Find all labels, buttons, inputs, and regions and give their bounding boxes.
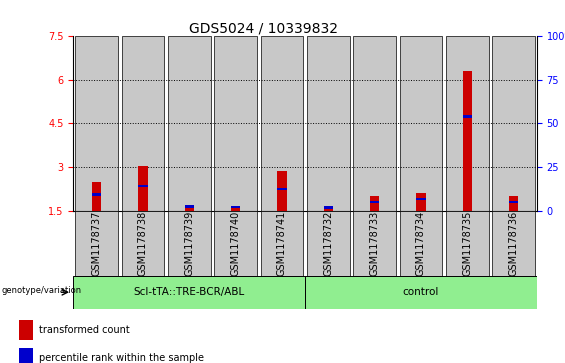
FancyBboxPatch shape	[446, 211, 489, 276]
Text: GSM1178738: GSM1178738	[138, 211, 148, 276]
FancyBboxPatch shape	[399, 211, 442, 276]
Bar	[416, 198, 425, 200]
FancyBboxPatch shape	[260, 211, 303, 276]
Bar	[324, 207, 333, 209]
Bar	[370, 196, 379, 211]
Text: GSM1178736: GSM1178736	[508, 211, 519, 276]
Bar	[463, 71, 472, 211]
Text: Scl-tTA::TRE-BCR/ABL: Scl-tTA::TRE-BCR/ABL	[134, 287, 245, 297]
Text: percentile rank within the sample: percentile rank within the sample	[39, 353, 204, 363]
Bar	[92, 193, 101, 196]
Text: GSM1178737: GSM1178737	[92, 211, 102, 276]
Bar	[277, 171, 286, 211]
Bar	[168, 36, 211, 211]
Text: GSM1178739: GSM1178739	[184, 211, 194, 276]
Bar	[324, 208, 333, 211]
FancyBboxPatch shape	[307, 211, 350, 276]
Bar	[185, 205, 194, 208]
Bar	[492, 36, 535, 211]
Bar	[399, 36, 442, 211]
FancyBboxPatch shape	[492, 211, 535, 276]
Bar	[19, 320, 33, 340]
Bar	[231, 205, 240, 208]
Text: GSM1178733: GSM1178733	[370, 211, 380, 276]
Bar	[214, 36, 257, 211]
Text: genotype/variation: genotype/variation	[2, 286, 81, 295]
Bar	[121, 36, 164, 211]
Bar	[463, 115, 472, 118]
Bar	[185, 206, 194, 211]
Text: GSM1178741: GSM1178741	[277, 211, 287, 276]
Bar	[509, 196, 518, 211]
Bar	[75, 36, 118, 211]
Bar	[446, 36, 489, 211]
Text: GDS5024 / 10339832: GDS5024 / 10339832	[189, 21, 338, 35]
FancyBboxPatch shape	[75, 211, 118, 276]
Text: GSM1178734: GSM1178734	[416, 211, 426, 276]
Bar	[138, 166, 147, 211]
Text: GSM1178735: GSM1178735	[462, 211, 472, 276]
FancyBboxPatch shape	[214, 211, 257, 276]
Bar	[260, 36, 303, 211]
Bar	[92, 182, 101, 211]
Bar	[370, 201, 379, 203]
Text: transformed count: transformed count	[39, 325, 130, 335]
FancyBboxPatch shape	[73, 276, 305, 309]
Text: GSM1178732: GSM1178732	[323, 211, 333, 276]
Text: GSM1178740: GSM1178740	[231, 211, 241, 276]
FancyBboxPatch shape	[353, 211, 396, 276]
Bar	[307, 36, 350, 211]
Bar	[19, 348, 33, 363]
Bar	[416, 193, 425, 211]
Bar	[138, 185, 147, 187]
FancyBboxPatch shape	[305, 276, 537, 309]
FancyBboxPatch shape	[121, 211, 164, 276]
Bar	[277, 188, 286, 190]
Bar	[353, 36, 396, 211]
FancyBboxPatch shape	[168, 211, 211, 276]
Bar	[231, 206, 240, 211]
Text: control: control	[403, 287, 439, 297]
Bar	[509, 201, 518, 203]
